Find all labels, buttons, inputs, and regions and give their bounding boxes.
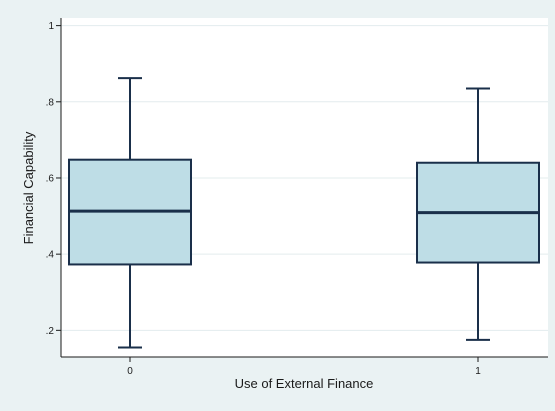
x-tick-label: 1 bbox=[475, 366, 481, 377]
y-tick-label: 1 bbox=[48, 21, 54, 32]
y-tick-label: .6 bbox=[46, 173, 55, 184]
y-ticks: .2 .4 .6 .8 1 bbox=[46, 21, 61, 337]
y-tick-label: .8 bbox=[46, 97, 55, 108]
box-group-0 bbox=[68, 77, 192, 349]
y-tick-label: .4 bbox=[46, 250, 55, 261]
y-tick-label: .2 bbox=[46, 326, 55, 337]
y-axis-label: Financial Capability bbox=[21, 131, 36, 244]
box-group-1 bbox=[416, 87, 540, 341]
x-axis-label: Use of External Finance bbox=[235, 376, 374, 391]
x-tick-label: 0 bbox=[127, 366, 133, 377]
boxes bbox=[68, 77, 540, 349]
